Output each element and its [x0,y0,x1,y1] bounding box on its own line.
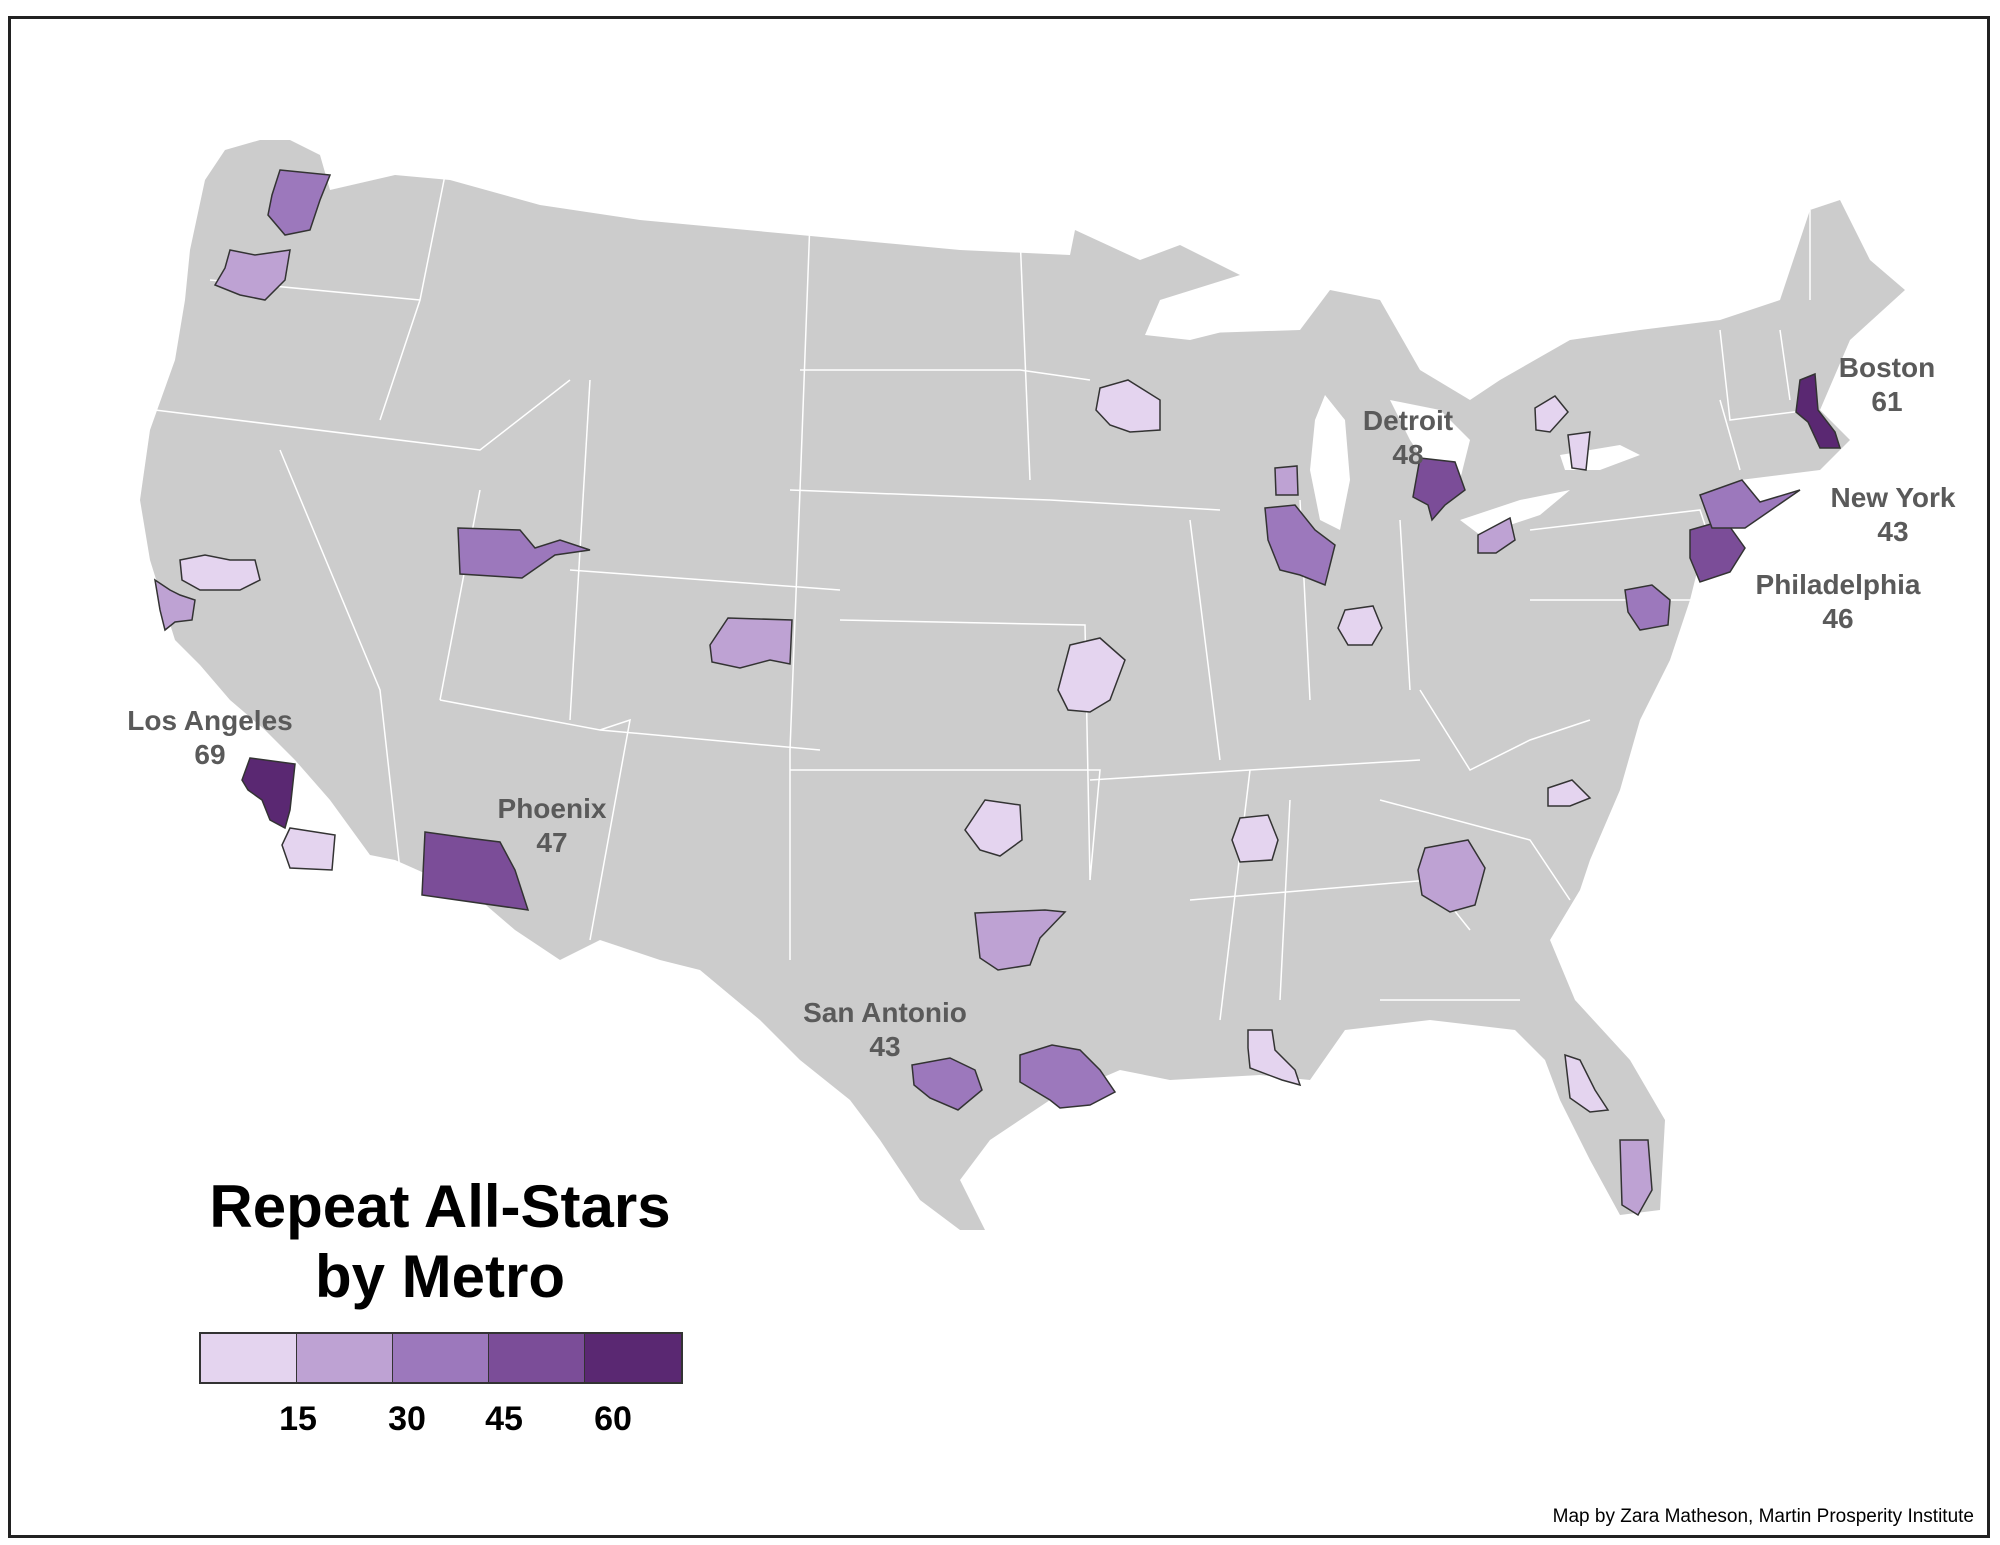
metro-new-york [1699,479,1801,529]
label-los-angeles-name: Los Angeles [127,705,292,736]
metro-kansas-city [1057,637,1126,713]
metro-milwaukee [1274,465,1299,496]
metro-washington [1624,584,1671,631]
label-boston-value: 61 [1871,386,1902,417]
map-frame [8,16,1990,1538]
metro-portland [213,249,291,301]
metro-san-antonio [911,1057,983,1111]
legend-swatch-2 [297,1334,393,1382]
legend-swatch-3 [393,1334,489,1382]
metro-miami [1619,1139,1653,1217]
lake-superior [1145,290,1320,340]
map-title-line1: Repeat All-Stars [209,1173,671,1240]
legend-color-scale [199,1332,683,1384]
metro-areas [153,169,1842,1217]
metro-oklahoma [964,799,1023,857]
metro-philadelphia [1689,519,1746,583]
metro-denver [709,617,793,669]
legend-swatch-1 [201,1334,297,1382]
metro-cleveland [1477,516,1516,554]
metro-los-angeles [241,757,296,830]
metro-san-francisco [153,578,196,632]
metro-boston [1795,372,1842,449]
metro-phoenix [421,831,530,911]
legend-tick-30: 30 [388,1400,426,1438]
legend-swatch-5 [585,1334,681,1382]
map-title: Repeat All-Stars by Metro [150,1172,730,1312]
label-san-antonio-name: San Antonio [803,997,967,1028]
label-new-york-name: New York [1830,482,1955,513]
legend-tick-15: 15 [279,1400,317,1438]
metro-buffalo [1534,395,1569,433]
metro-salt-lake [457,527,591,579]
label-philadelphia-value: 46 [1822,603,1853,634]
label-detroit-name: Detroit [1363,405,1453,436]
metro-new-orleans [1247,1029,1302,1087]
map-credit: Map by Zara Matheson, Martin Prosperity … [1552,1506,1974,1527]
label-san-antonio-value: 43 [869,1031,900,1062]
label-detroit-value: 48 [1392,439,1423,470]
metro-sacramento [179,554,261,591]
map-title-line2: by Metro [314,1243,566,1310]
metro-dallas [974,909,1067,971]
metro-rochester [1567,431,1591,471]
metro-indianapolis [1337,605,1383,646]
lake-huron [1390,400,1470,480]
metro-seattle [267,169,332,236]
label-los-angeles-value: 69 [194,739,225,770]
label-new-york-value: 43 [1877,516,1908,547]
label-boston-name: Boston [1839,352,1935,383]
lake-erie [1460,490,1570,535]
metro-tampa [1564,1053,1610,1113]
us-landmass [140,140,1905,1230]
metro-minneapolis [1095,379,1161,433]
metro-atlanta [1417,839,1486,913]
legend-swatch-4 [489,1334,585,1382]
label-philadelphia-name: Philadelphia [1756,569,1921,600]
label-phoenix-name: Phoenix [498,793,607,824]
metro-houston [1019,1044,1117,1109]
metro-san-diego [281,827,336,871]
metro-charlotte [1547,779,1592,807]
lake-michigan [1310,395,1350,530]
metro-memphis [1231,814,1279,863]
metro-chicago [1264,504,1336,587]
metro-labels: Los Angeles 69 Boston 61 Detroit 48 Phoe… [127,352,1956,1062]
metro-detroit [1412,457,1466,522]
state-borders [154,174,1811,1021]
legend-tick-60: 60 [594,1400,632,1438]
legend-tick-45: 45 [485,1400,523,1438]
label-phoenix-value: 47 [536,827,567,858]
